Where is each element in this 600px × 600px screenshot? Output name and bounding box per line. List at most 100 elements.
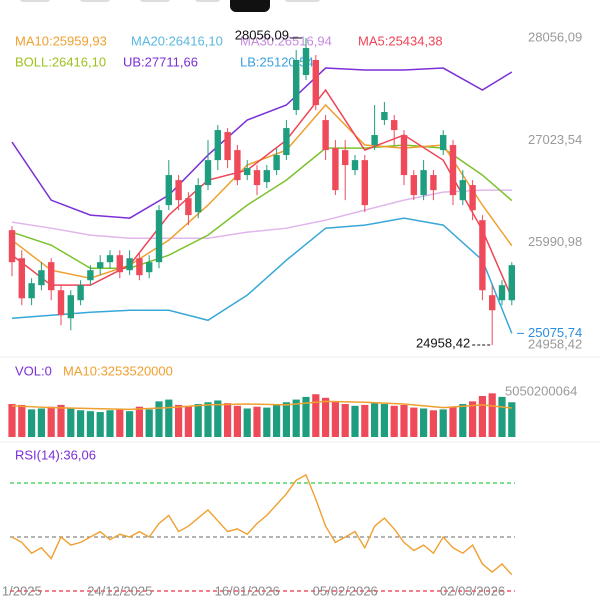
volume-bar — [57, 404, 65, 437]
volume-bar — [96, 412, 104, 437]
volume-bar — [47, 406, 55, 437]
indicator-line — [11, 103, 513, 280]
volume-bar — [233, 405, 241, 437]
indicator-line — [11, 217, 513, 334]
volume-bar — [224, 403, 232, 437]
volume-bar — [292, 399, 300, 437]
candle-body — [302, 48, 310, 75]
candle-body — [18, 258, 25, 299]
y-tick-label: 25990,98 — [528, 234, 582, 249]
candle-body — [175, 180, 182, 201]
legend-entry: RSI(14):36,06 — [15, 447, 96, 462]
candle-body — [28, 283, 35, 299]
candle-body — [185, 198, 192, 216]
legend-entry: LB:25120,54 — [240, 54, 314, 69]
indicator-line — [11, 88, 513, 299]
volume-bar — [498, 396, 506, 437]
volume-bar — [77, 410, 85, 437]
tab[interactable] — [140, 0, 170, 2]
tab[interactable] — [80, 0, 110, 2]
candle-body — [116, 255, 123, 273]
volume-bar — [439, 409, 447, 437]
volume-bar — [37, 408, 45, 437]
candle-body — [489, 295, 496, 311]
candle-body — [371, 135, 378, 146]
volume-bar — [508, 402, 516, 437]
volume-bar — [478, 396, 486, 437]
y-tick-label: 28056,09 — [528, 29, 582, 44]
candle-body — [332, 148, 339, 191]
volume-bar — [341, 404, 349, 437]
candle-body — [391, 120, 398, 131]
volume-bar — [488, 393, 496, 437]
y-tick-label: 24958,42 — [528, 336, 582, 351]
candle-body — [204, 160, 212, 186]
volume-bar — [214, 400, 222, 437]
candle-body — [361, 160, 368, 206]
volume-bar — [322, 397, 330, 437]
candle-body — [351, 160, 359, 171]
volume-bar — [400, 404, 408, 437]
candle-body — [244, 168, 251, 176]
candle-body — [146, 262, 153, 273]
tab[interactable] — [20, 0, 50, 2]
candle-body — [342, 150, 349, 166]
x-tick-label: 1/2025 — [2, 583, 42, 598]
candle-body — [400, 135, 408, 176]
max-price-label: 28056,09 — [235, 27, 289, 42]
last-price-label: 25075,74 — [528, 325, 582, 340]
volume-bar — [28, 409, 36, 437]
volume-bar — [273, 404, 281, 437]
tab[interactable] — [285, 0, 320, 2]
volume-bar — [67, 407, 75, 437]
candle-body — [263, 170, 270, 183]
candle-body — [312, 60, 319, 106]
selected-tab[interactable] — [230, 0, 270, 12]
volume-bar — [263, 407, 271, 437]
volume-bar — [204, 402, 212, 437]
volume-bar — [390, 405, 398, 437]
candle-body — [165, 175, 172, 206]
candle-body — [106, 255, 114, 263]
volume-bar — [165, 399, 173, 437]
candle-body — [479, 220, 486, 291]
candle-body — [48, 262, 55, 291]
indicator-line — [11, 144, 513, 269]
candle-body — [214, 130, 221, 161]
volume-bar — [18, 404, 26, 437]
volume-bar — [371, 403, 379, 437]
tab[interactable] — [195, 0, 220, 2]
legend-entry: MA10:25959,93 — [15, 33, 107, 48]
legend-entry: MA10:3253520000 — [63, 363, 173, 378]
volume-bar — [184, 405, 192, 437]
candle-body — [57, 290, 65, 316]
candle-body — [136, 258, 143, 276]
volume-bar — [155, 401, 163, 437]
volume-bar — [253, 406, 261, 437]
indicator-line — [11, 400, 512, 411]
candle-body — [97, 262, 104, 269]
indicator-line — [11, 67, 513, 219]
volume-bar — [86, 411, 94, 437]
candle-body — [67, 295, 74, 319]
volume-bar — [469, 401, 477, 437]
volume-bar — [361, 404, 369, 437]
candle-body — [155, 210, 163, 263]
volume-bar — [282, 402, 290, 437]
candle-body — [224, 132, 231, 161]
candle-body — [126, 258, 133, 271]
candle-body — [459, 180, 466, 201]
volume-bar — [106, 410, 114, 437]
candle-body — [8, 230, 16, 263]
legend-entry: BOLL:26416,10 — [15, 54, 106, 69]
min-price-label: 24958,42 — [416, 335, 470, 350]
volume-bar — [420, 408, 428, 437]
candle-body — [449, 145, 457, 196]
volume-bar — [175, 404, 183, 437]
x-tick-label: 02/03/2026 — [440, 583, 505, 598]
candle-body — [283, 128, 290, 156]
volume-bar — [331, 401, 339, 437]
rsi-line — [11, 473, 513, 576]
